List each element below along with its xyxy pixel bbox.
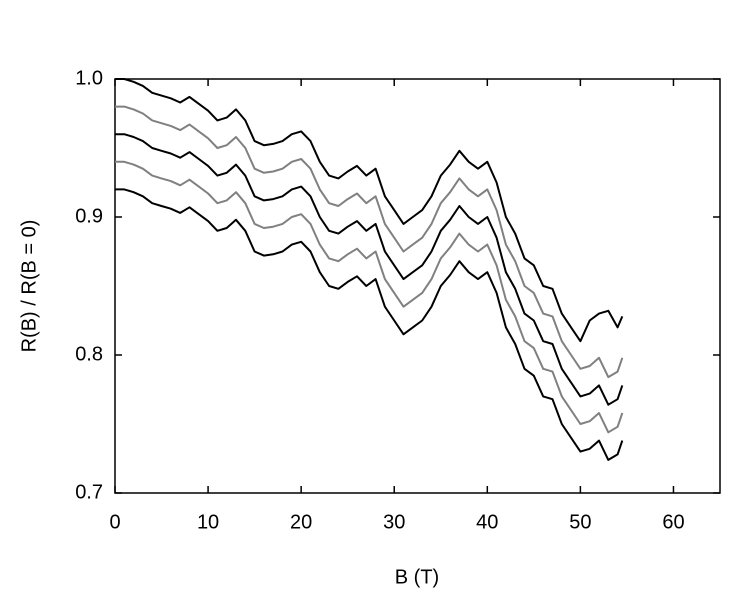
y-tick-label: 0.7 <box>75 481 103 503</box>
x-axis-label: B (T) <box>395 566 439 588</box>
data-line <box>115 105 624 379</box>
x-tick-label: 0 <box>109 511 120 533</box>
x-tick-label: 30 <box>383 511 405 533</box>
data-line <box>115 133 624 406</box>
y-axis-label: R(B) / R(B = 0) <box>18 220 40 353</box>
plot-frame <box>114 78 721 494</box>
x-tick-label: 40 <box>476 511 498 533</box>
y-tick-label: 0.9 <box>75 205 103 227</box>
data-line <box>115 160 624 434</box>
x-tick-label: 10 <box>197 511 219 533</box>
x-tick-label: 20 <box>290 511 312 533</box>
x-tick-label: 60 <box>662 511 684 533</box>
y-tick-label: 1.0 <box>75 67 103 89</box>
data-line <box>115 188 624 461</box>
y-tick-label: 0.8 <box>75 343 103 365</box>
data-line <box>115 78 624 343</box>
x-tick-label: 50 <box>569 511 591 533</box>
